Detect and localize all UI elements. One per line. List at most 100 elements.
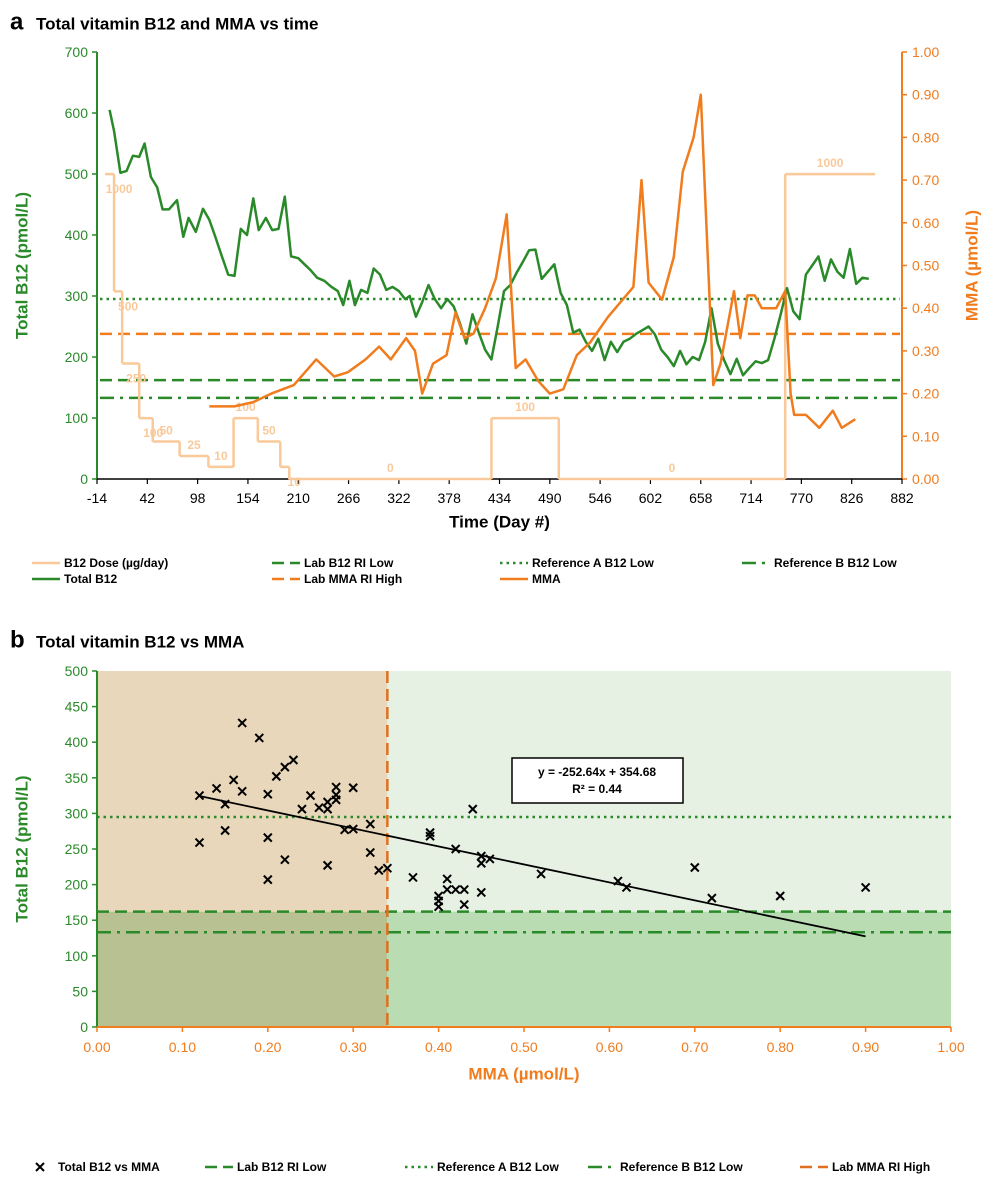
point	[220, 825, 230, 836]
x-tick-label: 210	[287, 490, 311, 506]
point	[408, 872, 418, 883]
x-tick-label: 490	[538, 490, 562, 506]
x-tick-label: 98	[190, 490, 206, 506]
point	[476, 887, 487, 898]
y2-tick-label: 1.00	[912, 44, 939, 60]
x-tick-label: 714	[739, 490, 763, 506]
x-tick-label: 546	[588, 490, 612, 506]
point	[263, 874, 273, 885]
point	[237, 718, 247, 728]
panel-letter: a	[10, 9, 24, 36]
dose-label: 1000	[106, 182, 133, 196]
series-line	[108, 109, 870, 377]
point	[280, 854, 290, 865]
point	[690, 862, 700, 873]
x-tick-label: 0.60	[596, 1039, 623, 1055]
y2-tick-label: 0.40	[912, 300, 939, 316]
legend-label: Reference B B12 Low	[620, 1160, 743, 1174]
y-tick-label: 400	[65, 227, 89, 243]
point	[365, 847, 375, 858]
dose-label: 0	[669, 461, 676, 475]
point	[459, 899, 469, 910]
y2-tick-label: 0.90	[912, 87, 939, 103]
y-tick-label: 300	[65, 805, 89, 821]
x-tick-label: 0.70	[681, 1039, 708, 1055]
point	[425, 831, 435, 841]
point	[621, 882, 632, 893]
chart-title: Total vitamin B12 vs MMA	[36, 633, 244, 652]
y-axis-title: Total B12 (pmol/L)	[13, 775, 32, 922]
point	[707, 893, 717, 903]
y-tick-label: 0	[80, 1019, 88, 1035]
y-tick-label: 150	[65, 912, 89, 928]
y2-tick-label: 0.30	[912, 343, 939, 359]
x-axis-title: MMA (µmol/L)	[468, 1065, 579, 1084]
trendline	[199, 795, 866, 938]
x-tick-label: 0.90	[852, 1039, 879, 1055]
plot-b: 0 50 100 150 200 250 300 350 400 450 500 0.00 0.10 0.…	[13, 663, 965, 1174]
dose-label: 100	[515, 400, 535, 414]
equation-box	[511, 757, 684, 804]
x-tick-label: 434	[488, 490, 512, 506]
y-tick-label: 500	[65, 663, 89, 679]
x-tick-label: 266	[337, 490, 361, 506]
y-tick-label: 300	[65, 288, 89, 304]
panel-letter: b	[10, 627, 25, 654]
x-tick-label: 882	[890, 490, 914, 506]
point	[775, 891, 785, 901]
point	[263, 832, 273, 843]
point	[468, 804, 478, 814]
legend-label: Lab MMA RI High	[304, 572, 402, 586]
region	[97, 911, 388, 1027]
y-tick-label: 50	[72, 983, 88, 999]
point	[459, 884, 469, 895]
x-tick-label: 0.10	[169, 1039, 196, 1055]
legend: Total B12 vs MMA Lab B12 RI Low Reference …	[35, 1160, 930, 1174]
x-tick-label: 1.00	[937, 1039, 964, 1055]
point	[374, 865, 384, 876]
point	[228, 775, 239, 785]
y-tick-label: 350	[65, 770, 89, 786]
point	[271, 771, 282, 782]
dose-label: 25	[187, 438, 201, 452]
point	[450, 884, 461, 895]
x-tick-label: -14	[87, 490, 107, 506]
point	[254, 733, 264, 743]
y2-tick-label: 0.60	[912, 215, 939, 231]
y-tick-label: 600	[65, 105, 89, 121]
point	[331, 795, 341, 805]
point	[322, 797, 333, 807]
point	[485, 854, 495, 864]
x-tick-label: 770	[790, 490, 814, 506]
dose-label: 100	[143, 426, 163, 440]
x-tick-label: 42	[140, 490, 156, 506]
point	[263, 789, 273, 799]
x-tick-label: 0.30	[340, 1039, 367, 1055]
x-tick-label: 322	[387, 490, 411, 506]
point	[322, 860, 333, 871]
y2-tick-label: 0.50	[912, 258, 939, 274]
point	[433, 901, 444, 912]
y-tick-label: 450	[65, 699, 89, 715]
point	[288, 755, 299, 765]
y-tick-label: 200	[65, 349, 89, 365]
dose-label: 50	[160, 424, 174, 438]
y-tick-label: 500	[65, 166, 89, 182]
legend-label: Reference A B12 Low	[532, 556, 654, 570]
point	[442, 874, 452, 884]
x-tick-label: 378	[438, 490, 462, 506]
point	[237, 786, 247, 797]
point	[382, 863, 393, 873]
point	[442, 884, 452, 895]
dose-label: 10	[214, 449, 228, 463]
y2-tick-label: 0.00	[912, 471, 939, 487]
legend: B12 Dose (µg/day) Lab B12 RI Low Reference…	[32, 556, 897, 586]
point	[280, 762, 290, 772]
y2-axis-title: MMA (µmol/L)	[963, 210, 982, 321]
legend-label: MMA	[532, 572, 561, 586]
legend-label: Lab MMA RI High	[832, 1160, 930, 1174]
legend-label: Total B12 vs MMA	[58, 1160, 160, 1174]
chart-title: Total vitamin B12 and MMA vs time	[36, 15, 318, 34]
point	[348, 783, 358, 793]
